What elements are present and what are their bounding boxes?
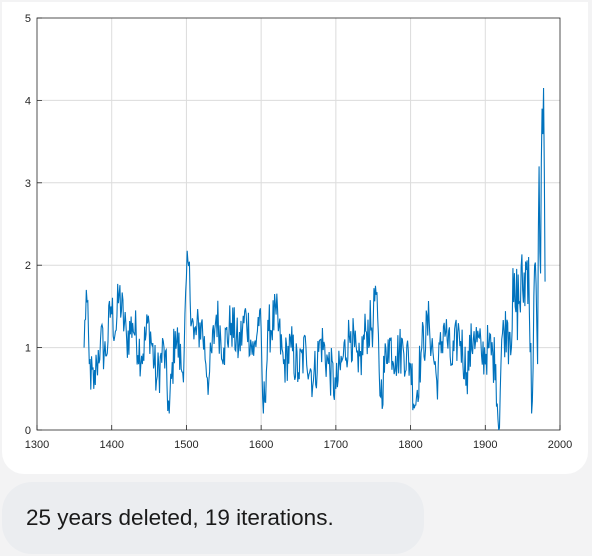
x-tick-label: 2000 bbox=[548, 439, 572, 451]
y-tick-label: 0 bbox=[25, 425, 31, 437]
x-tick-label: 1500 bbox=[174, 439, 198, 451]
x-tick-label: 1900 bbox=[473, 439, 497, 451]
axis-ticks: 1300 1400 1500 1600 1700 1800 1900 2000 0 1 2 3 4 5 bbox=[25, 13, 572, 451]
chart-grid bbox=[37, 18, 560, 430]
y-tick-label: 4 bbox=[25, 95, 31, 107]
series-layer bbox=[83, 88, 546, 431]
y-tick-label: 2 bbox=[25, 260, 31, 272]
message-text: 25 years deleted, 19 iterations. bbox=[26, 505, 334, 530]
series-line bbox=[83, 88, 546, 431]
y-tick-label: 1 bbox=[25, 343, 31, 355]
x-tick-label: 1700 bbox=[324, 439, 348, 451]
x-tick-label: 1400 bbox=[99, 439, 123, 451]
y-tick-label: 5 bbox=[25, 13, 31, 25]
plot-area-border bbox=[36, 17, 561, 431]
x-tick-label: 1800 bbox=[398, 439, 422, 451]
chart-image-card[interactable]: 1300 1400 1500 1600 1700 1800 1900 2000 0 1 2 3 4 5 bbox=[2, 2, 588, 474]
message-bubble: 25 years deleted, 19 iterations. bbox=[2, 482, 424, 554]
x-tick-label: 1600 bbox=[249, 439, 273, 451]
y-tick-label: 3 bbox=[25, 178, 31, 190]
line-chart: 1300 1400 1500 1600 1700 1800 1900 2000 0 1 2 3 4 5 bbox=[25, 13, 572, 451]
x-tick-label: 1300 bbox=[25, 439, 49, 451]
